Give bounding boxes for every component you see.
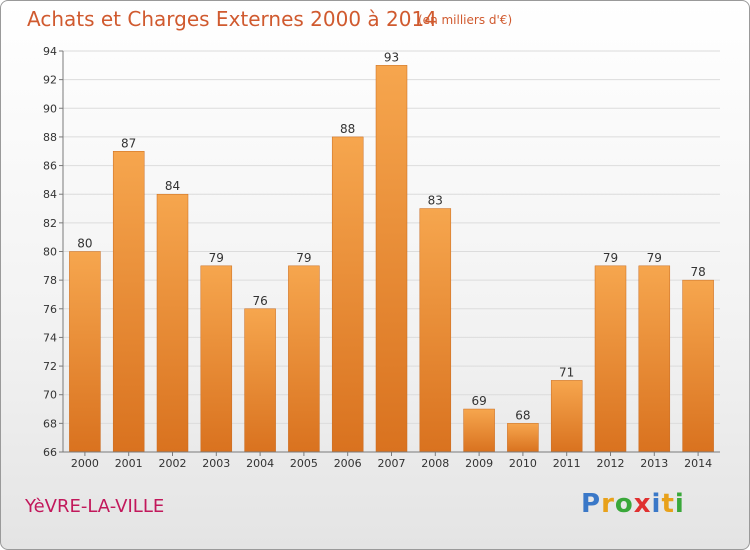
x-tick-label: 2012 <box>597 457 625 470</box>
chart-subtitle: (en milliers d'€) <box>418 13 513 27</box>
logo-letter: x <box>633 489 652 519</box>
value-label: 79 <box>209 251 224 265</box>
x-tick-label: 2011 <box>553 457 581 470</box>
bar-2005 <box>288 265 320 453</box>
logo-letter: t <box>661 489 675 519</box>
y-tick-label: 74 <box>43 331 57 344</box>
bar-2004 <box>244 308 276 453</box>
value-label: 79 <box>603 251 618 265</box>
bar-2014 <box>682 279 714 453</box>
bar-2006 <box>331 136 364 453</box>
y-tick-label: 92 <box>43 74 57 87</box>
bar-2008 <box>419 208 452 453</box>
value-label: 78 <box>690 265 705 279</box>
bar-2007 <box>375 65 408 453</box>
x-tick-label: 2008 <box>421 457 449 470</box>
bar-2010 <box>507 423 539 453</box>
axes: 66 68 70 72 74 76 78 80 82 84 86 88 90 92 94 2000 2001 20… <box>43 45 720 470</box>
x-tick-label: 2007 <box>378 457 406 470</box>
x-tick-label: 2014 <box>684 457 712 470</box>
y-tick-label: 70 <box>43 389 57 402</box>
y-tick-label: 76 <box>43 303 57 316</box>
bar-2003 <box>200 265 233 453</box>
y-tick-label: 94 <box>43 45 57 58</box>
bar-2000 <box>69 251 101 453</box>
value-label: 88 <box>340 122 355 136</box>
bar-2013 <box>638 265 671 453</box>
value-label: 79 <box>647 251 662 265</box>
logo-letter: i <box>651 489 662 519</box>
y-tick-label: 78 <box>43 274 57 287</box>
value-label: 80 <box>77 237 92 251</box>
town-name: YèVRE-LA-VILLE <box>25 496 165 517</box>
x-tick-label: 2009 <box>465 457 493 470</box>
value-label: 87 <box>121 136 136 150</box>
logo-letter: P <box>581 489 602 519</box>
y-tick-label: 86 <box>43 160 57 173</box>
value-label: 76 <box>252 294 267 308</box>
bar-2011 <box>550 380 583 453</box>
x-tick-label: 2002 <box>159 457 187 470</box>
bar-2012 <box>594 265 627 453</box>
value-label: 83 <box>428 194 443 208</box>
x-tick-label: 2006 <box>334 457 362 470</box>
data-labels: 80 87 84 79 76 79 88 93 83 69 68 71 79 79 78 <box>77 50 705 422</box>
value-label: 69 <box>471 394 486 408</box>
x-tick-label: 2010 <box>509 457 537 470</box>
x-tick-label: 2004 <box>246 457 274 470</box>
logo-letter: i <box>674 489 685 519</box>
logo-letter: o <box>614 489 634 519</box>
bar-2002 <box>156 193 189 453</box>
x-tick-label: 2005 <box>290 457 318 470</box>
value-label: 71 <box>559 365 574 379</box>
bar-2001 <box>112 151 145 453</box>
x-tick-label: 2001 <box>115 457 143 470</box>
chart-title: Achats et Charges Externes 2000 à 2014 <box>27 7 437 31</box>
x-tick-label: 2003 <box>202 457 230 470</box>
value-label: 93 <box>384 50 399 64</box>
logo-letter: r <box>601 489 615 519</box>
value-label: 84 <box>165 179 180 193</box>
y-tick-label: 66 <box>43 446 57 459</box>
bar-2009 <box>463 408 495 453</box>
value-label: 79 <box>296 251 311 265</box>
y-tick-label: 90 <box>43 102 57 115</box>
y-tick-label: 72 <box>43 360 57 373</box>
y-tick-label: 82 <box>43 217 57 230</box>
y-tick-label: 80 <box>43 246 57 259</box>
bars <box>69 65 714 453</box>
y-tick-label: 68 <box>43 417 57 430</box>
x-tick-label: 2000 <box>71 457 99 470</box>
y-tick-label: 88 <box>43 131 57 144</box>
proxiti-logo: Proxiti <box>581 489 685 519</box>
value-label: 68 <box>515 408 530 422</box>
y-tick-label: 84 <box>43 188 57 201</box>
x-tick-label: 2013 <box>640 457 668 470</box>
